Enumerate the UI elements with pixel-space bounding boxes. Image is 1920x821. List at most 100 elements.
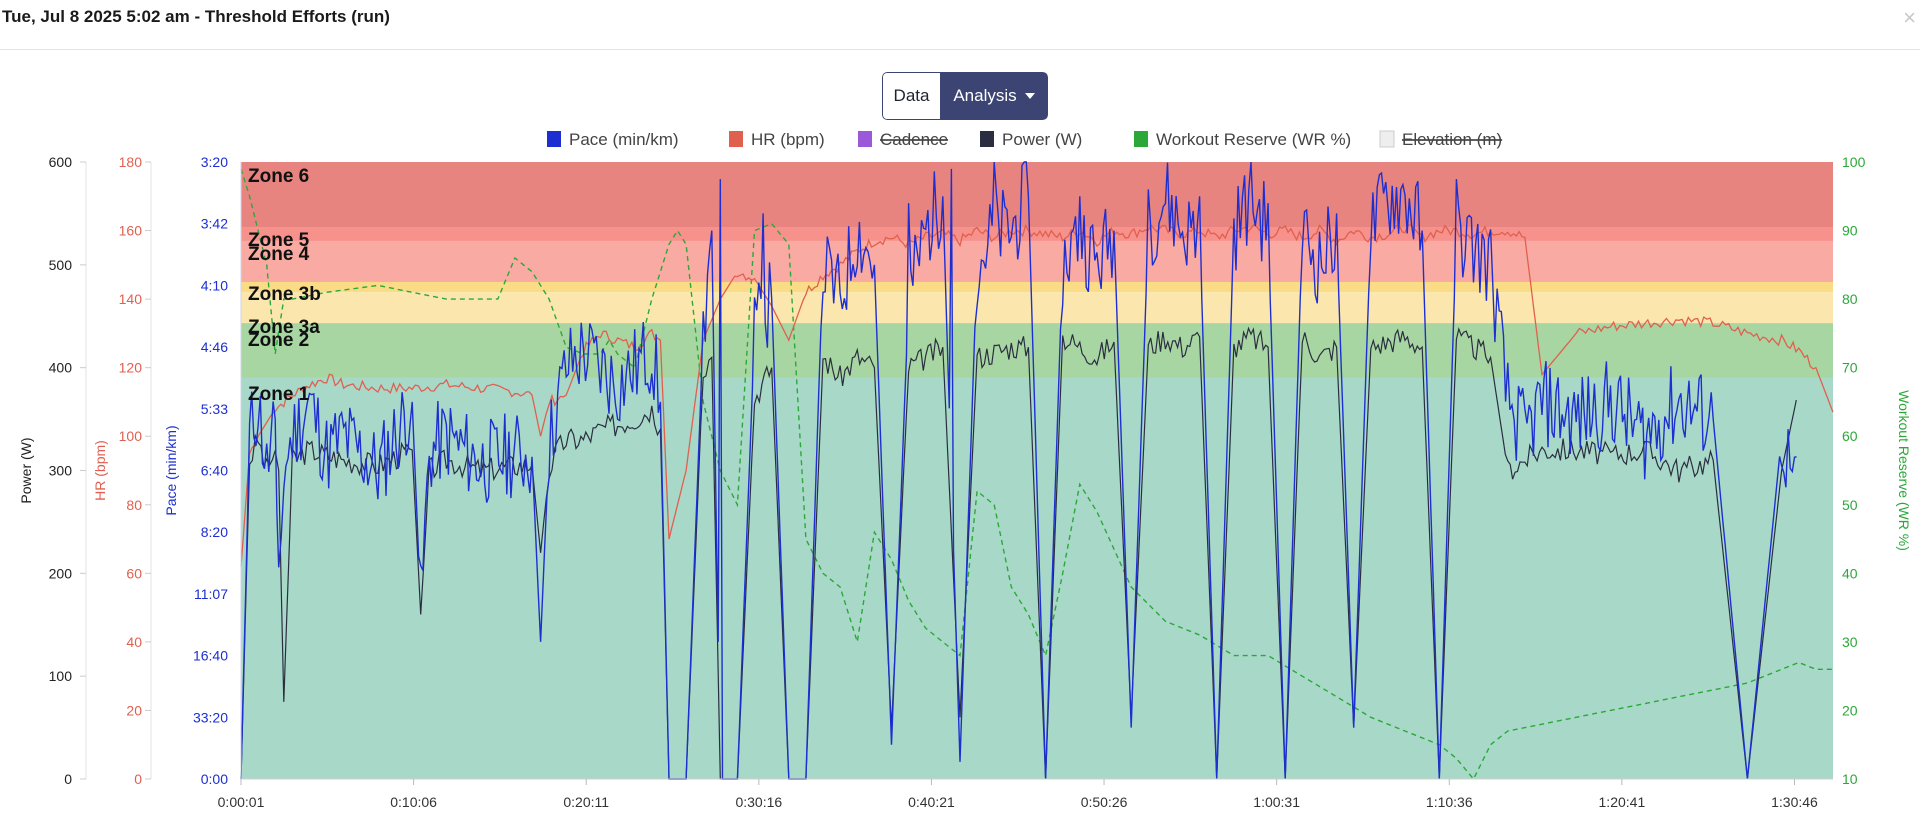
zone-band — [241, 227, 1833, 241]
axes: 0 100 200 300 400 500 600 0 20 40 60 80 100 120 140 160… — [18, 154, 1912, 810]
x-tick-label: 0:20:11 — [563, 794, 609, 810]
legend-item-3: Power (W) — [980, 130, 1082, 149]
pace-tick-label: 11:07 — [194, 586, 228, 602]
x-tick-label: 0:40:21 — [908, 794, 955, 810]
pace-axis-title: Pace (min/km) — [163, 425, 179, 515]
header: Tue, Jul 8 2025 5:02 am - Threshold Effo… — [0, 0, 1920, 50]
reserve-tick-label: 60 — [1842, 428, 1858, 444]
legend-label: Pace (min/km) — [569, 130, 679, 149]
analysis-dropdown-button[interactable]: Analysis — [940, 72, 1048, 120]
power-tick-label: 500 — [49, 257, 73, 273]
zone-band — [241, 240, 1833, 282]
hr-tick-label: 100 — [119, 428, 143, 444]
pace-tick-label: 5:33 — [201, 401, 228, 417]
reserve-line — [240, 168, 1833, 781]
series-lines — [240, 161, 1834, 781]
reserve-tick-label: 70 — [1842, 360, 1858, 376]
caret-down-icon — [1024, 93, 1035, 99]
pace-tick-label: 0:00 — [201, 771, 228, 787]
hr-tick-label: 160 — [119, 223, 143, 239]
hr-tick-label: 60 — [126, 565, 142, 581]
reserve-tick-label: 30 — [1842, 634, 1858, 650]
power-line — [240, 326, 1797, 780]
close-icon[interactable]: × — [1903, 5, 1916, 30]
pace-tick-label: 3:20 — [201, 154, 228, 170]
reserve-tick-label: 100 — [1842, 154, 1866, 170]
legend-swatch — [1134, 131, 1148, 147]
legend-swatch — [729, 131, 743, 147]
legend-label: Elevation (m) — [1402, 130, 1502, 149]
legend-item-5: Elevation (m) — [1379, 130, 1502, 149]
zone-label: Zone 6 — [248, 166, 309, 187]
x-tick-label: 0:30:16 — [735, 794, 782, 810]
hr-line — [240, 223, 1834, 567]
hr-tick-label: 0 — [134, 771, 142, 787]
pace-line — [240, 161, 1797, 780]
hr-tick-label: 140 — [119, 291, 143, 307]
x-tick-label: 1:10:36 — [1426, 794, 1473, 810]
reserve-axis-title: Workout Reserve (WR %) — [1896, 390, 1912, 551]
legend-swatch — [858, 131, 872, 147]
reserve-tick-label: 50 — [1842, 497, 1858, 513]
data-button-label: Data — [893, 86, 930, 105]
pace-tick-label: 4:46 — [201, 339, 228, 355]
legend-item-1: HR (bpm) — [729, 130, 825, 149]
x-tick-label: 1:30:46 — [1771, 794, 1818, 810]
analysis-button-label: Analysis — [953, 86, 1017, 105]
reserve-tick-label: 10 — [1842, 771, 1858, 787]
view-toggle: Data Analysis — [882, 72, 1048, 120]
pace-tick-label: 33:20 — [193, 709, 228, 725]
legend-item-0: Pace (min/km) — [547, 130, 679, 149]
zone-label: Zone 2 — [248, 330, 309, 351]
power-tick-label: 400 — [49, 360, 73, 376]
legend-item-4: Workout Reserve (WR %) — [1134, 130, 1351, 149]
reserve-tick-label: 80 — [1842, 291, 1858, 307]
zone-label: Zone 3b — [248, 284, 321, 305]
zone-band — [241, 323, 1833, 378]
zone-bands — [241, 162, 1833, 779]
legend-swatch — [547, 131, 561, 147]
power-tick-label: 200 — [49, 565, 73, 581]
pace-tick-label: 8:20 — [201, 524, 228, 540]
chart-legend: Pace (min/km) HR (bpm) Cadence Power (W) Wor… — [547, 130, 1502, 149]
power-tick-label: 100 — [49, 668, 73, 684]
hr-tick-label: 40 — [126, 634, 142, 650]
hr-tick-label: 80 — [126, 497, 142, 513]
x-tick-label: 0:00:01 — [218, 794, 265, 810]
reserve-tick-label: 20 — [1842, 702, 1858, 718]
legend-swatch — [1379, 130, 1395, 148]
data-button[interactable]: Data — [882, 72, 940, 120]
power-tick-label: 0 — [64, 771, 72, 787]
reserve-tick-label: 90 — [1842, 223, 1858, 239]
hr-tick-label: 180 — [119, 154, 143, 170]
zone-band — [241, 281, 1833, 293]
x-tick-label: 0:50:26 — [1081, 794, 1128, 810]
x-tick-label: 1:00:31 — [1253, 794, 1300, 810]
pace-tick-label: 4:10 — [201, 277, 228, 293]
legend-label: Workout Reserve (WR %) — [1156, 130, 1351, 149]
hr-axis-title: HR (bpm) — [92, 440, 108, 501]
legend-label: Power (W) — [1002, 130, 1082, 149]
zone-label: Zone 4 — [248, 244, 310, 265]
x-tick-label: 0:10:06 — [390, 794, 437, 810]
hr-tick-label: 20 — [126, 702, 142, 718]
legend-item-2: Cadence — [858, 130, 948, 149]
legend-swatch — [980, 131, 994, 147]
power-tick-label: 600 — [49, 154, 73, 170]
x-tick-label: 1:20:41 — [1599, 794, 1646, 810]
legend-label: Cadence — [880, 130, 948, 149]
legend-label: HR (bpm) — [751, 130, 825, 149]
hr-tick-label: 120 — [119, 360, 143, 376]
power-axis-title: Power (W) — [18, 437, 34, 503]
zone-label: Zone 1 — [248, 384, 310, 405]
zone-label: Zone 3a — [248, 317, 320, 338]
power-tick-label: 300 — [49, 463, 73, 479]
pace-tick-label: 6:40 — [201, 463, 228, 479]
reserve-tick-label: 40 — [1842, 565, 1858, 581]
pace-tick-label: 16:40 — [193, 648, 228, 664]
zone-band — [241, 292, 1833, 324]
zone-label: Zone 5 — [248, 230, 310, 251]
page-title: Tue, Jul 8 2025 5:02 am - Threshold Effo… — [2, 7, 390, 26]
